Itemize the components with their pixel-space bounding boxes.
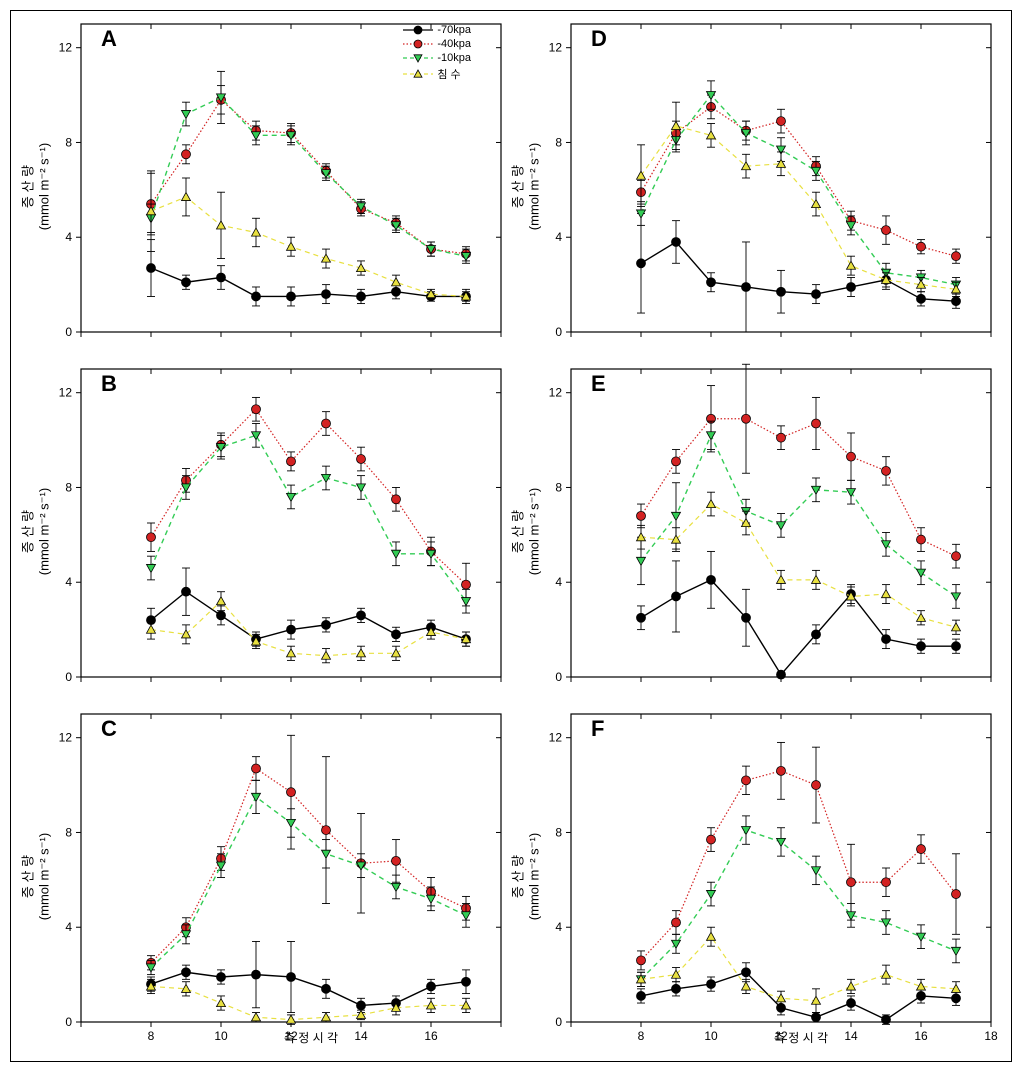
svg-text:12: 12 xyxy=(549,386,563,400)
ylabel-text: 증 산 량 xyxy=(511,510,526,553)
panel-C: 04812810121416C증 산 량 (mmol m⁻² s⁻¹)측 정 시… xyxy=(21,706,511,1052)
panel-E-svg: 0 4 8 12 xyxy=(511,361,1001,707)
legend-marker-icon xyxy=(403,68,433,80)
legend-label: 침 수 xyxy=(437,66,460,82)
svg-text:0: 0 xyxy=(65,325,72,339)
legend-item: 침 수 xyxy=(403,66,471,82)
ylabel-text: 증 산 량 xyxy=(21,165,36,208)
svg-text:8: 8 xyxy=(555,135,562,149)
legend-label: -70kpa xyxy=(437,24,471,36)
panel-B: 0 4 8 12 B 증 산 량 (mmol m⁻² s⁻¹) xyxy=(21,361,511,707)
svg-text:0: 0 xyxy=(65,1015,72,1029)
y-axis-label: 증 산 량 (mmol m⁻² s⁻¹) xyxy=(25,859,45,894)
svg-text:4: 4 xyxy=(555,920,562,934)
ylabel-unit: (mmol m⁻² s⁻¹) xyxy=(37,488,52,575)
svg-text:4: 4 xyxy=(65,575,72,589)
ylabel-text: 증 산 량 xyxy=(21,510,36,553)
legend-item: -10kpa xyxy=(403,52,471,64)
y-axis-label: 증 산 량 (mmol m⁻² s⁻¹) xyxy=(515,169,535,204)
legend-item: -40kpa xyxy=(403,38,471,50)
svg-text:8: 8 xyxy=(65,480,72,494)
ylabel-unit: (mmol m⁻² s⁻¹) xyxy=(37,833,52,920)
panel-C-svg: 04812810121416 xyxy=(21,706,511,1052)
panel-D-svg: 0 4 8 12 xyxy=(511,16,1001,362)
panel-D: 0 4 8 12 D 증 산 량 (mmol m⁻² s⁻¹) xyxy=(511,16,1001,362)
svg-text:4: 4 xyxy=(555,230,562,244)
svg-text:12: 12 xyxy=(549,41,563,55)
panel-label: D xyxy=(591,26,607,52)
panel-label: C xyxy=(101,716,117,742)
svg-text:8: 8 xyxy=(65,135,72,149)
svg-text:4: 4 xyxy=(65,230,72,244)
legend-marker-icon xyxy=(403,52,433,64)
y-axis-label: 증 산 량 (mmol m⁻² s⁻¹) xyxy=(25,514,45,549)
panel-F: 0481281012141618F증 산 량 (mmol m⁻² s⁻¹)측 정… xyxy=(511,706,1001,1052)
svg-text:12: 12 xyxy=(59,41,73,55)
legend-marker-icon xyxy=(403,24,433,36)
svg-text:0: 0 xyxy=(555,670,562,684)
six-panel-figure: 0 4 8 12 A -70kpa -40kpa -10kpa 침 수증 산 량 (mm… xyxy=(10,10,1012,1062)
panel-label: A xyxy=(101,26,117,52)
svg-text:8: 8 xyxy=(555,480,562,494)
ylabel-text: 증 산 량 xyxy=(511,855,526,898)
ylabel-unit: (mmol m⁻² s⁻¹) xyxy=(527,488,542,575)
x-axis-label: 측 정 시 각 xyxy=(81,1029,541,1046)
svg-text:0: 0 xyxy=(65,670,72,684)
panel-F-svg: 0481281012141618 xyxy=(511,706,1001,1052)
svg-text:12: 12 xyxy=(59,386,73,400)
svg-text:12: 12 xyxy=(59,731,73,745)
panel-label: E xyxy=(591,371,606,397)
svg-text:12: 12 xyxy=(549,731,563,745)
legend-label: -40kpa xyxy=(437,38,471,50)
panel-B-svg: 0 4 8 12 xyxy=(21,361,511,707)
svg-text:0: 0 xyxy=(555,1015,562,1029)
svg-text:4: 4 xyxy=(555,575,562,589)
legend: -70kpa -40kpa -10kpa 침 수 xyxy=(403,24,471,84)
svg-text:8: 8 xyxy=(65,825,72,839)
y-axis-label: 증 산 량 (mmol m⁻² s⁻¹) xyxy=(515,514,535,549)
legend-label: -10kpa xyxy=(437,52,471,64)
panel-label: F xyxy=(591,716,604,742)
y-axis-label: 증 산 량 (mmol m⁻² s⁻¹) xyxy=(25,169,45,204)
panel-E: 0 4 8 12 E 증 산 량 (mmol m⁻² s⁻¹) xyxy=(511,361,1001,707)
panel-label: B xyxy=(101,371,117,397)
panel-A: 0 4 8 12 A -70kpa -40kpa -10kpa 침 수증 산 량 (mm… xyxy=(21,16,511,362)
ylabel-text: 증 산 량 xyxy=(511,165,526,208)
y-axis-label: 증 산 량 (mmol m⁻² s⁻¹) xyxy=(515,859,535,894)
ylabel-unit: (mmol m⁻² s⁻¹) xyxy=(527,143,542,230)
ylabel-unit: (mmol m⁻² s⁻¹) xyxy=(37,143,52,230)
ylabel-unit: (mmol m⁻² s⁻¹) xyxy=(527,833,542,920)
svg-text:4: 4 xyxy=(65,920,72,934)
ylabel-text: 증 산 량 xyxy=(21,855,36,898)
legend-marker-icon xyxy=(403,38,433,50)
legend-item: -70kpa xyxy=(403,24,471,36)
svg-text:8: 8 xyxy=(555,825,562,839)
x-axis-label: 측 정 시 각 xyxy=(571,1029,1021,1046)
svg-text:0: 0 xyxy=(555,325,562,339)
